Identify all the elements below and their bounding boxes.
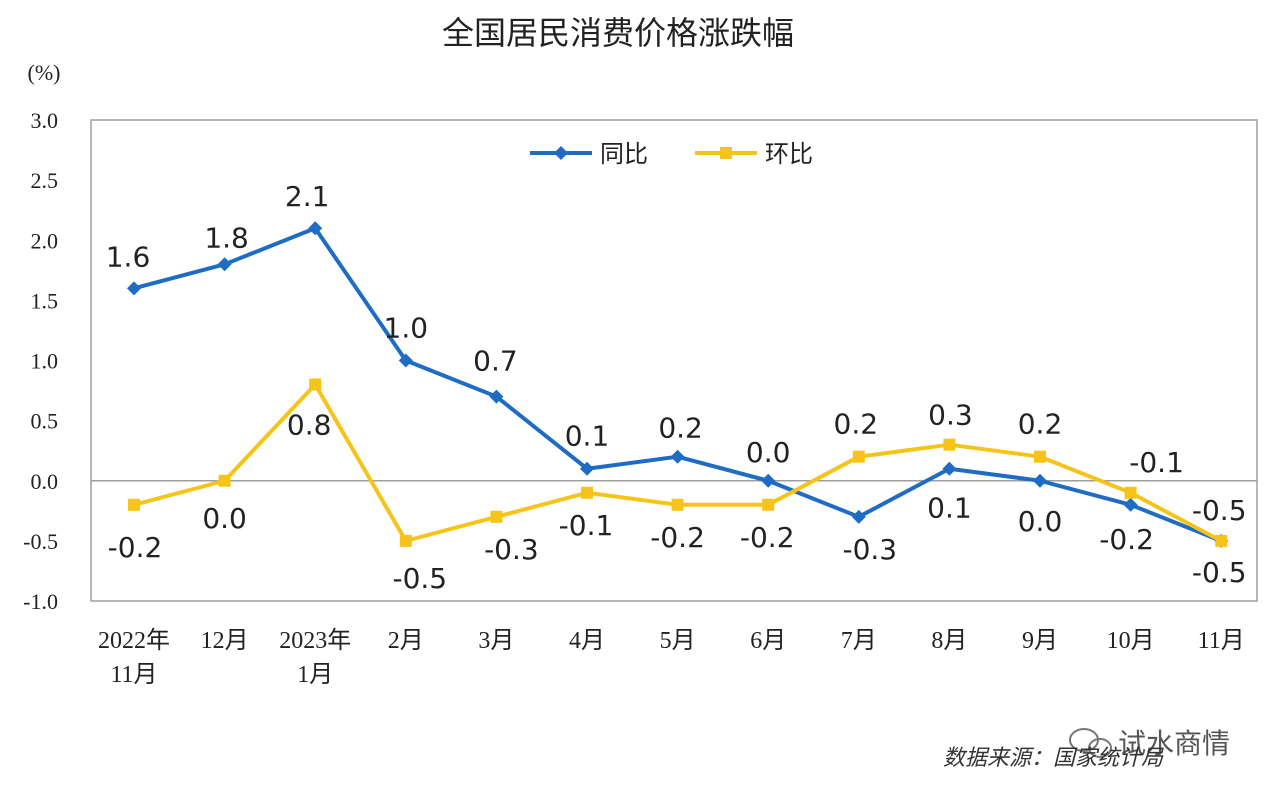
x-tick-label: 5月	[660, 628, 696, 654]
data-label-mom: -0.2	[650, 521, 705, 554]
x-tick-label: 9月	[1022, 628, 1058, 654]
y-tick-label: 0.5	[31, 409, 59, 434]
legend-marker-diamond	[554, 146, 568, 160]
data-label-yoy: 0.0	[746, 436, 791, 469]
x-tick-label: 2月	[388, 628, 424, 654]
y-tick-label: 1.0	[31, 349, 59, 374]
data-point-mom	[128, 498, 140, 511]
data-point-mom	[218, 474, 231, 487]
data-labels: 1.6 1.8 2.1 1.0 0.7 0.1 0.2 0.0 -0.3 0.1 0.0 -0.2 -0…	[106, 180, 1247, 595]
data-point-mom	[309, 378, 322, 391]
data-label-yoy: -0.2	[1099, 523, 1154, 556]
source-note: 数据来源：国家统计局	[943, 746, 1164, 771]
data-label-mom: -0.5	[392, 562, 447, 595]
data-label-yoy: 0.0	[1018, 505, 1063, 538]
y-tick-label: -1.0	[23, 589, 58, 614]
data-point-mom	[671, 498, 684, 511]
data-point-yoy	[580, 461, 594, 476]
data-label-yoy: 0.1	[927, 492, 972, 525]
data-label-mom: -0.1	[1129, 446, 1184, 479]
data-point-mom	[943, 438, 956, 451]
data-point-yoy	[1123, 497, 1138, 512]
data-point-yoy	[217, 257, 232, 272]
y-axis: 3.0 2.5 2.0 1.5 1.0 0.5 0.0 -0.5 -1.0	[23, 108, 58, 614]
y-tick-label: 3.0	[31, 108, 59, 133]
data-point-mom	[490, 510, 503, 523]
data-point-yoy	[398, 353, 413, 368]
data-point-mom	[399, 534, 412, 547]
data-label-mom: -0.3	[484, 533, 539, 566]
x-axis: 2022年 11月 12月 2023年 1月 2月 3月 4月 5月 6月 7月 8月 9月 10月 11月	[98, 627, 1245, 688]
y-tick-label: 1.5	[31, 288, 59, 313]
y-tick-label: 2.5	[31, 168, 59, 193]
x-tick-label: 11月	[110, 662, 157, 688]
series-line-yoy	[133, 226, 1222, 543]
x-tick-label: 10月	[1107, 628, 1155, 654]
data-point-yoy	[670, 449, 685, 464]
data-point-mom	[581, 486, 593, 499]
legend-label: 同比	[600, 140, 648, 168]
data-label-yoy: 2.1	[285, 180, 330, 213]
data-label-mom: -0.5	[1192, 556, 1247, 589]
data-point-mom	[852, 450, 865, 463]
data-label-mom: 0.2	[1018, 408, 1063, 441]
y-unit-label: (%)	[28, 60, 61, 85]
x-tick-label: 12月	[201, 628, 249, 654]
chart-title: 全国居民消费价格涨跌幅	[442, 14, 794, 52]
series-markers	[127, 221, 1229, 548]
x-tick-label: 6月	[750, 628, 786, 654]
x-tick-label: 7月	[841, 628, 877, 654]
x-tick-label: 3月	[478, 628, 514, 654]
plot-area-frame	[90, 119, 1258, 602]
data-point-yoy	[761, 473, 776, 488]
data-label-yoy: 1.6	[106, 240, 151, 273]
data-label-mom: -0.2	[108, 531, 163, 564]
legend-marker-square	[720, 147, 732, 159]
y-tick-label: 2.0	[31, 228, 59, 253]
data-point-mom	[1215, 534, 1228, 547]
data-label-mom: 0.3	[928, 399, 973, 432]
data-label-mom: -0.2	[740, 521, 795, 554]
data-label-yoy: 0.7	[473, 345, 518, 378]
data-label-yoy: -0.5	[1192, 494, 1247, 527]
data-label-yoy: 1.8	[204, 221, 249, 254]
legend-label: 环比	[765, 140, 813, 168]
data-label-mom: 0.8	[287, 409, 332, 442]
data-label-yoy: -0.3	[842, 533, 897, 566]
data-point-mom	[1124, 486, 1137, 499]
data-label-yoy: 0.1	[565, 420, 610, 453]
data-label-yoy: 1.0	[384, 312, 429, 345]
data-point-yoy	[942, 461, 957, 476]
data-point-mom	[1034, 450, 1046, 463]
x-tick-label: 8月	[931, 628, 967, 654]
x-tick-label: 1月	[297, 662, 333, 688]
data-label-mom: -0.1	[559, 509, 614, 542]
data-point-yoy	[127, 281, 141, 296]
data-point-yoy	[489, 389, 504, 404]
x-tick-label: 2023年	[279, 627, 351, 654]
x-tick-label: 11月	[1198, 628, 1245, 654]
data-point-yoy	[308, 221, 323, 236]
data-point-yoy	[851, 509, 866, 524]
data-point-mom	[762, 498, 775, 511]
data-label-mom: 0.0	[202, 502, 247, 535]
data-label-mom: 0.2	[834, 408, 879, 441]
data-label-yoy: 0.2	[658, 412, 703, 445]
y-tick-label: 0.0	[31, 469, 59, 494]
watermark-text: 试水商情	[1118, 727, 1230, 760]
wechat-logo-icon	[1069, 728, 1112, 758]
series-lines	[133, 226, 1223, 543]
data-point-yoy	[1033, 473, 1047, 488]
y-tick-label: -0.5	[23, 529, 58, 554]
legend: 同比 环比	[530, 140, 813, 168]
x-tick-label: 4月	[569, 628, 605, 654]
x-tick-label: 2022年	[98, 627, 170, 654]
